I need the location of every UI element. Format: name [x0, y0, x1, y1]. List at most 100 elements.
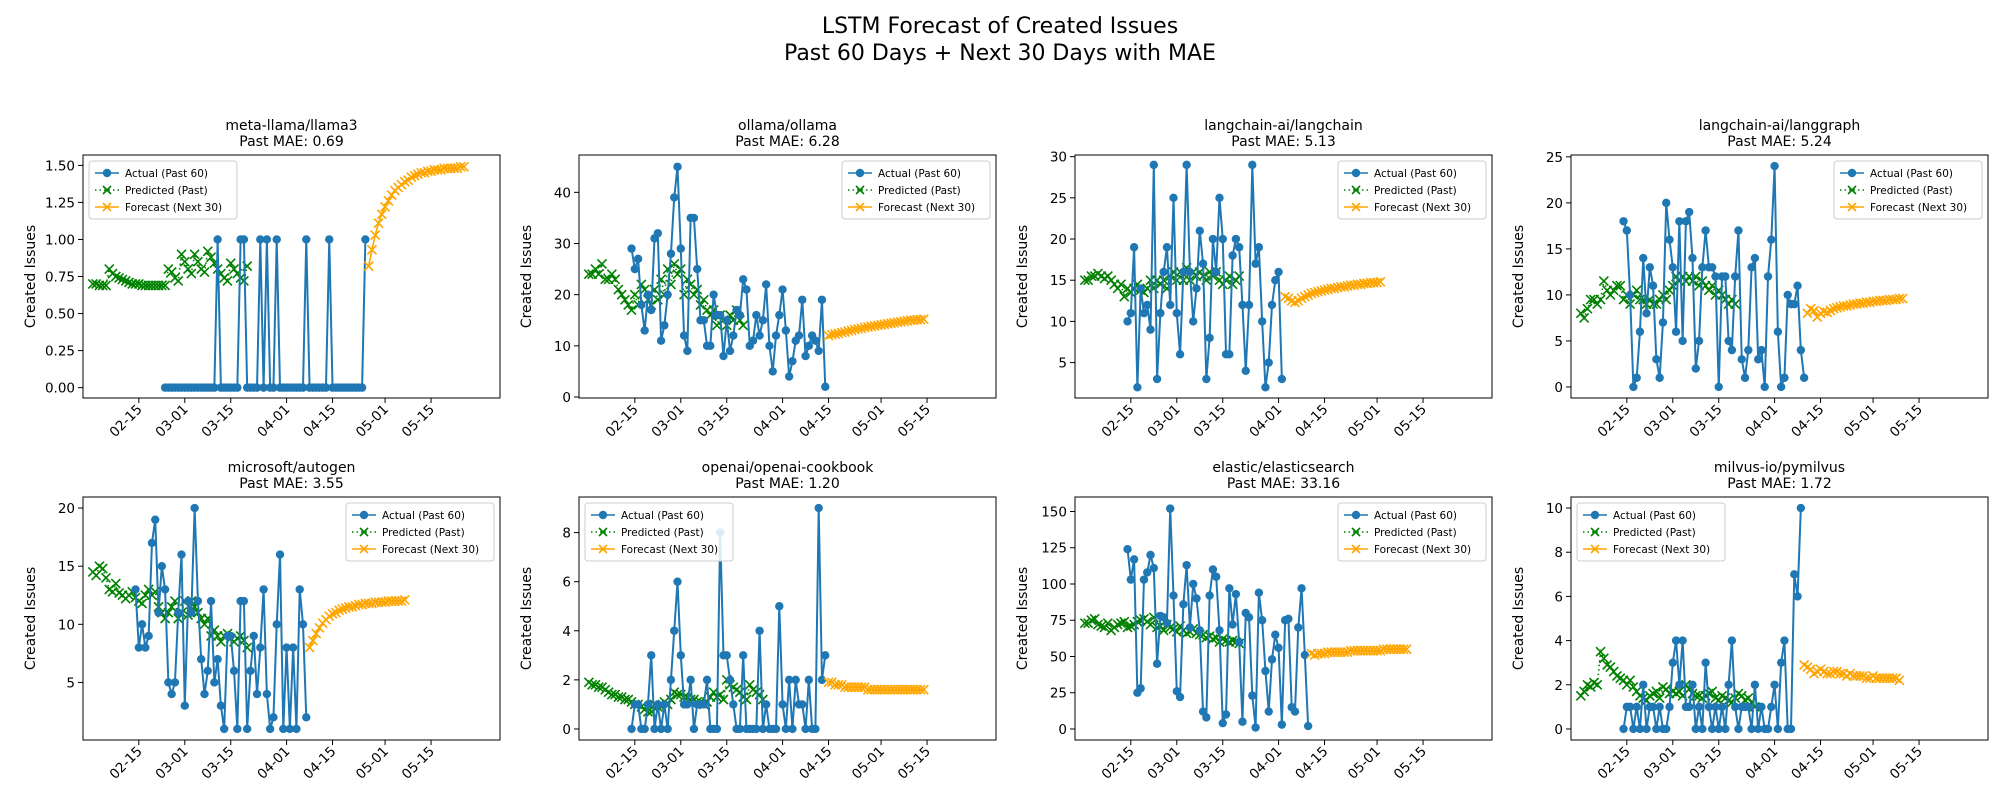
predicted-point [100, 572, 112, 583]
x-tick-label: 03-15 [1687, 744, 1726, 783]
x-tick-label: 02-15 [603, 402, 642, 441]
actual-point [1714, 382, 1723, 392]
subplot-mae-label: Past MAE: 1.72 [1727, 476, 1831, 492]
predicted-point [1615, 280, 1626, 291]
y-tick-label: 0 [562, 390, 571, 406]
actual-point [722, 651, 731, 660]
actual-point [1750, 680, 1760, 689]
actual-point [1698, 724, 1707, 734]
actual-point [285, 724, 295, 734]
forecast-point [1841, 300, 1852, 312]
predicted-point [1086, 615, 1097, 626]
predicted-point [656, 274, 667, 285]
x-tick-label: 05-15 [399, 402, 438, 441]
actual-point [1149, 160, 1159, 170]
forecast-point [458, 161, 469, 172]
actual-point [269, 713, 278, 722]
actual-point [1629, 382, 1638, 392]
actual-point [1645, 263, 1655, 272]
forecast-point [376, 209, 387, 220]
subplot-title: langchain-ai/langgraph [1699, 118, 1861, 134]
actual-point [1721, 724, 1730, 734]
y-tick-label: 0 [562, 722, 571, 738]
predicted-point [636, 279, 647, 290]
actual-point [295, 585, 304, 594]
actual-point [637, 300, 646, 310]
actual-point [272, 235, 281, 244]
actual-point [775, 310, 784, 320]
actual-point [1688, 680, 1697, 689]
actual-point [1202, 713, 1211, 722]
actual-point [1790, 299, 1799, 309]
legend-label: Predicted (Past) [382, 527, 465, 539]
legend-label: Forecast (Next 30) [382, 544, 479, 556]
actual-point [233, 724, 242, 734]
predicted-point [606, 269, 617, 280]
actual-point [1744, 702, 1753, 712]
forecast-point [1805, 303, 1816, 314]
actual-point [1717, 702, 1727, 712]
legend-marker [855, 185, 865, 195]
plot-frame [1570, 154, 1989, 399]
y-tick-label: 15 [1546, 242, 1563, 258]
forecast-point [833, 679, 844, 690]
predicted-point [228, 264, 240, 275]
actual-point [1796, 345, 1806, 355]
legend-label: Forecast (Next 30) [1870, 202, 1967, 214]
predicted-point [1582, 303, 1593, 314]
x-tick-label: 03-01 [649, 744, 688, 783]
actual-point [1175, 692, 1185, 702]
actual-point [265, 724, 275, 734]
plot-frame [578, 154, 997, 399]
legend: Actual (Past 60) Predicted (Past) Forecast… [1576, 502, 1726, 562]
predicted-point [1598, 276, 1609, 287]
actual-point [647, 651, 656, 660]
actual-point [788, 356, 797, 366]
actual-point [1767, 235, 1776, 244]
actual-point [784, 675, 794, 685]
actual-point [1698, 263, 1707, 272]
actual-point [735, 310, 745, 320]
actual-point [298, 620, 308, 629]
actual-point [298, 383, 308, 392]
actual-point [1655, 373, 1664, 382]
actual-point [673, 577, 682, 586]
actual-point [1642, 309, 1651, 318]
forecast-point [1831, 302, 1843, 313]
predicted-point [205, 252, 217, 263]
actual-point [1146, 550, 1155, 560]
actual-point [656, 724, 666, 734]
actual-point [1185, 623, 1195, 632]
actual-point [279, 724, 288, 734]
actual-point [1780, 373, 1789, 382]
predicted-point [1575, 690, 1586, 701]
predicted-point [682, 274, 693, 285]
actual-point [1152, 374, 1162, 384]
legend: Actual (Past 60) Predicted (Past) Forecast… [1337, 502, 1487, 562]
actual-point [1261, 666, 1270, 676]
y-tick-label: 25 [1050, 686, 1067, 702]
legend: Actual (Past 60) Predicted (Past) Forecast… [841, 160, 991, 220]
actual-point [1231, 589, 1241, 599]
forecast-point [373, 218, 384, 229]
y-tick-label: 30 [554, 237, 571, 253]
predicted-point [179, 256, 190, 267]
predicted-point [1608, 285, 1619, 296]
x-tick-label: 04-15 [1292, 744, 1331, 783]
predicted-point [596, 258, 608, 270]
actual-point [1639, 680, 1648, 689]
actual-point [1251, 723, 1260, 732]
y-tick-label: 0.50 [45, 307, 75, 323]
actual-point [1225, 350, 1234, 359]
y-tick-label: 75 [1050, 613, 1067, 629]
plot-frame [1074, 154, 1493, 399]
actual-point [1747, 724, 1756, 734]
predicted-point [679, 289, 690, 300]
legend-marker [598, 510, 608, 520]
actual-point [262, 689, 272, 699]
actual-point [1619, 217, 1628, 226]
actual-point [229, 666, 239, 676]
predicted-point [100, 280, 112, 291]
predicted-point [1119, 291, 1130, 302]
forecast-point [406, 172, 417, 183]
